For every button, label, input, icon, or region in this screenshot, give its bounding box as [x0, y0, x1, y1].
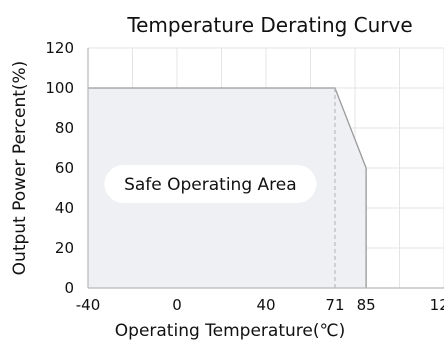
y-tick-label: 80 [55, 119, 74, 137]
chart-title: Temperature Derating Curve [126, 13, 412, 37]
x-axis-title: Operating Temperature(℃) [115, 321, 345, 341]
y-tick-label: 100 [45, 79, 74, 97]
x-tick-label: -40 [76, 296, 101, 314]
y-axis-title: Output Power Percent(%) [10, 61, 30, 276]
annotation-layer: Safe Operating Area [104, 165, 317, 203]
x-tick-label: 0 [172, 296, 182, 314]
x-tick-label: 85 [357, 296, 376, 314]
annotation-safe-operating-area: Safe Operating Area [124, 175, 297, 195]
plot-frame-layer [87, 48, 444, 289]
x-tick-label: 120 [430, 296, 444, 314]
x-tick-label: 71 [325, 296, 344, 314]
annotation-background [104, 165, 317, 203]
y-tick-label: 20 [55, 239, 74, 257]
y-tick-label: 0 [64, 279, 74, 297]
x-axis-unit: (℃) [313, 321, 345, 341]
y-tick-label: 120 [45, 39, 74, 57]
derating-curve-line [88, 87, 367, 288]
x-tick-label: 40 [256, 296, 275, 314]
x-axis-label: Operating Temperature [115, 321, 313, 341]
y-tick-label: 40 [55, 199, 74, 217]
y-tick-label: 60 [55, 159, 74, 177]
